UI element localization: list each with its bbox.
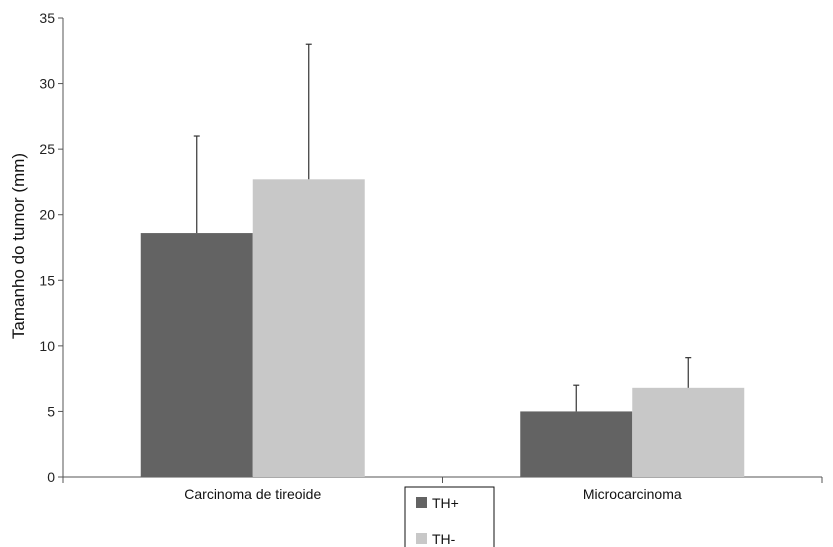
x-category-label: Microcarcinoma (583, 486, 682, 502)
y-tick-label: 30 (39, 76, 55, 92)
legend-label: TH- (432, 531, 456, 547)
legend-swatch (416, 497, 427, 508)
bars (140, 179, 745, 477)
y-axis: 0 5 10 15 20 25 30 35 (39, 10, 64, 485)
y-tick-label: 5 (47, 403, 55, 419)
y-axis-title: Tamanho do tumor (mm) (9, 153, 28, 339)
legend: TH+ TH- (404, 486, 495, 547)
bar (252, 179, 365, 477)
y-tick-label: 20 (39, 207, 55, 223)
y-tick-label: 35 (39, 10, 55, 26)
y-tick-label: 10 (39, 338, 55, 354)
bar (632, 387, 745, 477)
x-category-label: Carcinoma de tireoide (184, 486, 321, 502)
bar (140, 233, 253, 477)
bar (520, 411, 633, 477)
y-tick-label: 25 (39, 141, 55, 157)
y-tick-label: 15 (39, 272, 55, 288)
legend-label: TH+ (432, 495, 459, 511)
y-tick-label: 0 (47, 469, 55, 485)
legend-swatch (416, 533, 427, 544)
error-bars (193, 43, 692, 412)
